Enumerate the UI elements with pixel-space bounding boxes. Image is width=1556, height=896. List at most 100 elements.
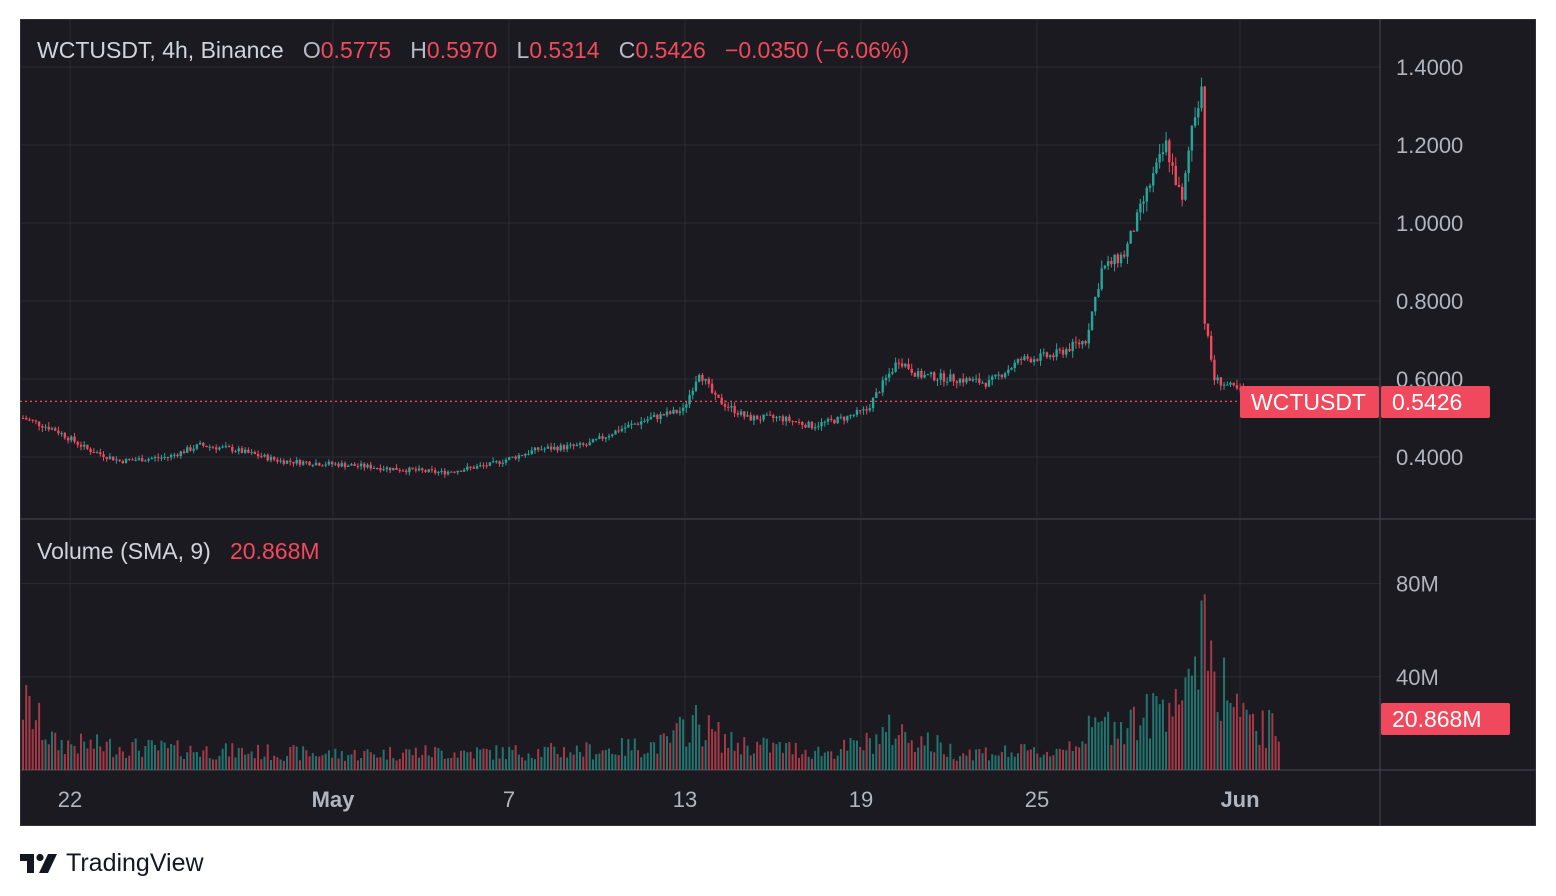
price-tick-label: 1.0000 — [1396, 211, 1463, 236]
volume-bar — [801, 754, 804, 770]
candle-body — [991, 376, 994, 380]
candle-body — [772, 415, 775, 418]
candle-body — [710, 383, 714, 393]
candle-body — [1152, 173, 1155, 186]
volume-bar — [839, 749, 842, 770]
volume-bar — [224, 743, 227, 770]
volume-bar — [955, 760, 958, 770]
candle-body — [28, 419, 31, 421]
candle-body — [701, 374, 704, 381]
volume-bar — [485, 748, 488, 770]
candle-body — [128, 458, 131, 460]
volume-bar — [1252, 713, 1255, 770]
volume-bar — [89, 739, 92, 770]
volume-bar — [22, 719, 24, 770]
volume-bar — [942, 754, 945, 770]
candle-body — [379, 468, 382, 471]
candle-body — [260, 456, 263, 458]
candle-body — [256, 454, 260, 457]
volume-bar — [946, 756, 949, 770]
candle-body — [675, 409, 678, 413]
candle-body — [1168, 140, 1171, 163]
candle-body — [192, 448, 195, 451]
candle-body — [585, 444, 588, 446]
candle-body — [1116, 254, 1119, 264]
volume-bar — [1065, 750, 1068, 770]
volume-bar — [1062, 749, 1065, 770]
volume-bar — [579, 752, 582, 770]
candle-body — [936, 379, 939, 381]
brand-name: TradingView — [66, 848, 204, 877]
candle-body — [1164, 140, 1168, 153]
volume-bar — [514, 745, 517, 770]
volume-bar — [701, 746, 704, 770]
candle-body — [37, 421, 41, 427]
candle-body — [1071, 341, 1074, 352]
volume-bar — [971, 760, 974, 770]
volume-bar — [414, 747, 417, 770]
candle-body — [559, 445, 562, 451]
volume-bar — [240, 748, 243, 770]
candle-body — [1087, 329, 1091, 344]
volume-bar — [192, 752, 195, 770]
candle-body — [498, 461, 501, 464]
volume-bar — [810, 758, 813, 770]
volume-bar — [73, 745, 76, 770]
volume-bar — [872, 753, 875, 770]
volume-sma-tag: 20.868M — [1381, 703, 1510, 735]
candle-body — [846, 415, 849, 421]
candle-body — [134, 459, 137, 461]
volume-bar — [727, 748, 730, 770]
volume-bar — [553, 746, 556, 770]
candle-body — [1132, 230, 1136, 232]
candle-body — [900, 363, 904, 367]
volume-bar — [1078, 747, 1081, 770]
low-key: L — [516, 37, 530, 63]
candle-body — [1148, 185, 1152, 188]
volume-bar — [595, 754, 598, 770]
tradingview-brand[interactable]: TradingView — [20, 848, 204, 878]
volume-bar — [379, 757, 382, 770]
candle-body — [289, 460, 292, 462]
candle-body — [408, 467, 411, 473]
candle-body — [376, 467, 379, 469]
volume-bar — [398, 758, 401, 770]
volume-bar — [1103, 716, 1106, 770]
volume-bar — [601, 750, 604, 770]
candle-body — [826, 418, 830, 422]
candle-body — [1216, 377, 1219, 381]
candle-body — [775, 417, 778, 419]
candle-body — [755, 415, 759, 420]
candle-body — [1119, 254, 1123, 264]
candle-body — [678, 411, 682, 413]
candle-body — [1190, 125, 1194, 151]
candle-body — [627, 424, 630, 428]
volume-bar — [1255, 730, 1258, 770]
candle-body — [479, 465, 482, 467]
candle-body — [356, 465, 360, 467]
candle-body — [102, 454, 105, 458]
candle-body — [511, 456, 514, 458]
candle-body — [955, 381, 958, 383]
volume-bar — [70, 744, 73, 770]
volume-bar — [868, 738, 871, 770]
candle-body — [607, 436, 611, 438]
volume-bar — [1045, 751, 1048, 770]
candle-body — [1135, 212, 1139, 232]
volume-bar — [134, 738, 137, 770]
candle-body — [746, 415, 749, 417]
candle-body — [537, 447, 540, 450]
volume-bar — [952, 758, 955, 770]
volume-bar — [582, 756, 585, 770]
volume-bar — [125, 757, 128, 770]
volume-bar — [678, 716, 681, 770]
chart-canvas[interactable]: 1.40001.20001.00000.80000.60000.400080M4… — [20, 19, 1536, 826]
candle-body — [453, 471, 456, 473]
candle-body — [743, 411, 746, 417]
volume-bar — [137, 750, 140, 770]
volume-bar — [543, 746, 546, 770]
volume-bar — [688, 742, 691, 770]
candle-body — [1184, 173, 1187, 200]
volume-bar — [479, 749, 482, 770]
volume-bar — [682, 719, 685, 770]
